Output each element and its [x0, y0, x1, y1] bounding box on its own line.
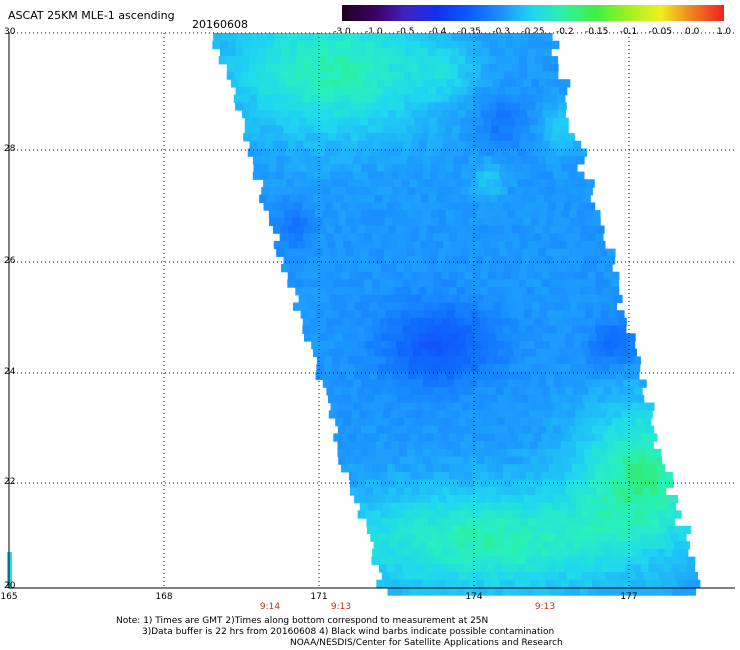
lon-label-177: 177	[620, 592, 638, 602]
footer-note-3: NOAA/NESDIS/Center for Satellite Applica…	[290, 638, 563, 648]
time-label-2: 9:13	[330, 602, 352, 612]
colorbar-label: -1.0	[365, 27, 383, 37]
colorbar-label: -0.4	[428, 27, 447, 37]
colorbar-label: -0.05	[648, 27, 672, 37]
lon-label-168: 168	[155, 592, 173, 602]
lat-label-26: 26	[4, 256, 16, 266]
footer-note-2: 3)Data buffer is 22 hrs from 20160608 4)…	[142, 627, 555, 637]
colorbar-label: -0.3	[492, 27, 510, 37]
chart-title: ASCAT 25KM MLE-1 ascending	[8, 9, 175, 22]
colorbar-label: -0.25	[521, 27, 545, 37]
chart-date: 20160608	[192, 18, 248, 31]
lat-label-22: 22	[4, 477, 16, 487]
swath-cells	[212, 33, 701, 596]
colorbar-label: -3.0	[333, 27, 351, 37]
lat-label-24: 24	[4, 367, 16, 377]
colorbar-label: -0.5	[396, 27, 415, 37]
colorbar-label: -0.2	[556, 27, 574, 37]
time-label-1: 9:14	[259, 602, 281, 612]
lon-label-171: 171	[310, 592, 328, 602]
lon-label-165: 165	[0, 592, 18, 602]
grid-lines	[9, 32, 735, 588]
colorbar-label: 1.0	[716, 27, 732, 37]
lat-label-28: 28	[4, 144, 16, 154]
lat-label-20: 20	[4, 581, 16, 591]
lat-label-30: 30	[4, 27, 16, 37]
colorbar	[342, 5, 724, 21]
time-label-3: 9:13	[534, 602, 556, 612]
colorbar-label: -0.15	[585, 27, 609, 37]
colorbar-label: -0.1	[619, 27, 638, 37]
colorbar-gradient	[342, 5, 724, 21]
colorbar-label: 0.0	[684, 27, 700, 37]
lon-label-174: 174	[465, 592, 483, 602]
plot-axes	[8, 33, 735, 589]
colorbar-label: -0.35	[457, 27, 481, 37]
footer-note-1: Note: 1) Times are GMT 2)Times along bot…	[116, 616, 489, 626]
